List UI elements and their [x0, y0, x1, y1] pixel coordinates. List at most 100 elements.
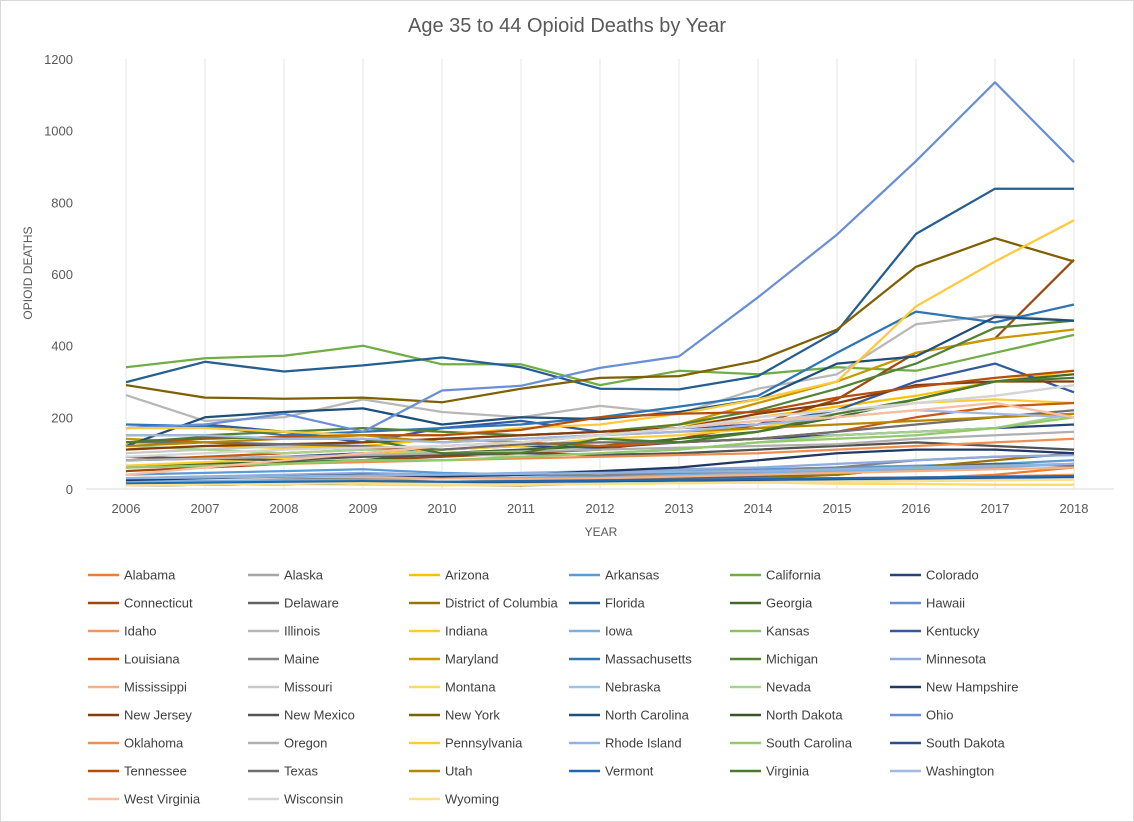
legend-item-vermont: Vermont — [569, 764, 654, 779]
legend-item-minnesota: Minnesota — [890, 652, 987, 667]
legend-label-new-york: New York — [445, 708, 500, 723]
series-line-new-york — [125, 237, 1075, 404]
legend-item-south-carolina: South Carolina — [730, 736, 853, 751]
series-line-oregon — [125, 430, 1075, 462]
x-tick-2012: 2012 — [586, 501, 615, 516]
x-tick-2018: 2018 — [1060, 501, 1089, 516]
legend-item-delaware: Delaware — [248, 596, 339, 611]
legend-label-rhode-island: Rhode Island — [605, 736, 682, 751]
legend-item-texas: Texas — [248, 764, 318, 779]
legend-item-north-carolina: North Carolina — [569, 708, 690, 723]
legend-label-maine: Maine — [284, 652, 319, 667]
legend-item-new-york: New York — [409, 708, 500, 723]
legend-item-idaho: Idaho — [88, 624, 157, 639]
legend-label-florida: Florida — [605, 596, 646, 611]
series-line-pennsylvania — [126, 219, 1075, 437]
legend-label-kentucky: Kentucky — [926, 624, 980, 639]
x-tick-2013: 2013 — [665, 501, 694, 516]
legend: Alabama Alaska Arizona Arkansas California Co… — [88, 568, 1018, 807]
legend-label-north-carolina: North Carolina — [605, 708, 690, 723]
legend-label-texas: Texas — [284, 764, 318, 779]
legend-item-washington: Washington — [890, 764, 994, 779]
legend-item-arkansas: Arkansas — [569, 568, 660, 583]
legend-label-north-dakota: North Dakota — [766, 708, 843, 723]
legend-label-montana: Montana — [445, 680, 496, 695]
series-lines — [125, 81, 1075, 487]
legend-label-pennsylvania: Pennsylvania — [445, 736, 523, 751]
legend-label-arizona: Arizona — [445, 568, 490, 583]
legend-item-maine: Maine — [248, 652, 319, 667]
x-tick-2006: 2006 — [112, 501, 141, 516]
legend-label-louisiana: Louisiana — [124, 652, 180, 667]
legend-item-south-dakota: South Dakota — [890, 736, 1006, 751]
legend-item-nebraska: Nebraska — [569, 680, 661, 695]
legend-item-alaska: Alaska — [248, 568, 324, 583]
legend-label-south-dakota: South Dakota — [926, 736, 1006, 751]
legend-label-oklahoma: Oklahoma — [124, 736, 184, 751]
legend-label-missouri: Missouri — [284, 680, 333, 695]
y-tick-200: 200 — [51, 410, 73, 425]
series-line-illinois — [125, 314, 1075, 423]
legend-label-south-carolina: South Carolina — [766, 736, 853, 751]
legend-label-kansas: Kansas — [766, 624, 810, 639]
legend-item-alabama: Alabama — [88, 568, 176, 583]
legend-item-california: California — [730, 568, 822, 583]
legend-item-iowa: Iowa — [569, 624, 633, 639]
legend-label-mississippi: Mississippi — [124, 680, 187, 695]
x-tick-2009: 2009 — [349, 501, 378, 516]
legend-item-new-jersey: New Jersey — [88, 708, 192, 723]
legend-item-colorado: Colorado — [890, 568, 979, 583]
legend-item-florida: Florida — [569, 596, 646, 611]
series-line-tennessee — [125, 369, 1075, 444]
legend-item-west-virginia: West Virginia — [88, 792, 201, 807]
y-tick-1000: 1000 — [44, 124, 73, 139]
legend-label-massachusetts: Massachusetts — [605, 652, 692, 667]
legend-label-ohio: Ohio — [926, 708, 953, 723]
legend-label-virginia: Virginia — [766, 764, 810, 779]
series-line-wisconsin — [125, 383, 1075, 458]
legend-item-wisconsin: Wisconsin — [248, 792, 343, 807]
legend-item-connecticut: Connecticut — [88, 596, 193, 611]
legend-label-district-of-columbia: District of Columbia — [445, 596, 558, 611]
x-axis-title: YEAR — [585, 525, 618, 539]
legend-label-california: California — [766, 568, 822, 583]
series-line-rhode-island — [125, 462, 1075, 480]
legend-item-georgia: Georgia — [730, 596, 813, 611]
y-tick-0: 0 — [66, 482, 73, 497]
x-tick-2015: 2015 — [823, 501, 852, 516]
series-line-california — [125, 333, 1075, 387]
legend-item-hawaii: Hawaii — [890, 596, 965, 611]
legend-label-connecticut: Connecticut — [124, 596, 193, 611]
legend-label-washington: Washington — [926, 764, 994, 779]
legend-item-mississippi: Mississippi — [88, 680, 187, 695]
legend-label-delaware: Delaware — [284, 596, 339, 611]
legend-label-oregon: Oregon — [284, 736, 327, 751]
legend-label-alaska: Alaska — [284, 568, 324, 583]
legend-label-tennessee: Tennessee — [124, 764, 187, 779]
legend-item-district-of-columbia: District of Columbia — [409, 596, 558, 611]
legend-item-louisiana: Louisiana — [88, 652, 180, 667]
legend-label-maryland: Maryland — [445, 652, 498, 667]
legend-label-wisconsin: Wisconsin — [284, 792, 343, 807]
legend-item-wyoming: Wyoming — [409, 792, 499, 807]
y-tick-1200: 1200 — [44, 52, 73, 67]
y-tick-400: 400 — [51, 339, 73, 354]
series-line-south-carolina — [125, 416, 1075, 469]
legend-label-hawaii: Hawaii — [926, 596, 965, 611]
legend-label-utah: Utah — [445, 764, 472, 779]
chart-title: Age 35 to 44 Opioid Deaths by Year — [408, 15, 726, 37]
x-axis-ticks: 2006 2007 2008 2009 2010 2011 2012 2013 2014 2015… — [112, 501, 1089, 516]
legend-label-idaho: Idaho — [124, 624, 157, 639]
series-line-wyoming — [125, 478, 1075, 487]
legend-label-nebraska: Nebraska — [605, 680, 661, 695]
legend-item-nevada: Nevada — [730, 680, 812, 695]
legend-item-tennessee: Tennessee — [88, 764, 187, 779]
y-tick-600: 600 — [51, 267, 73, 282]
legend-item-indiana: Indiana — [409, 624, 488, 639]
x-tick-2017: 2017 — [981, 501, 1010, 516]
legend-label-iowa: Iowa — [605, 624, 633, 639]
legend-item-north-dakota: North Dakota — [730, 708, 843, 723]
legend-label-wyoming: Wyoming — [445, 792, 499, 807]
